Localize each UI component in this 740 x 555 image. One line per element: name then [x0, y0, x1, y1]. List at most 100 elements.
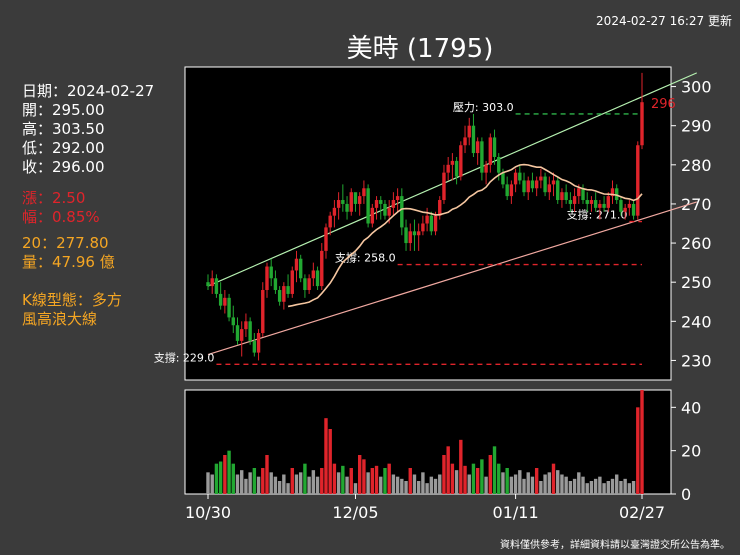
volume-bar	[273, 476, 278, 494]
candle-body	[227, 297, 231, 318]
volume-bar	[307, 476, 311, 494]
candle-body	[286, 286, 290, 294]
volume-bar	[383, 468, 387, 494]
candle-body	[298, 258, 303, 279]
candle-body	[379, 200, 383, 204]
volume-bar	[269, 472, 273, 494]
price-tick-label: 270	[681, 195, 712, 214]
volume-bar	[636, 407, 640, 494]
volume-bar	[577, 472, 581, 494]
candle-body	[505, 184, 509, 197]
volume-bar	[261, 468, 265, 494]
volume-bar	[324, 418, 328, 494]
volume-bar	[408, 468, 412, 494]
x-tick-label: 02/27	[619, 503, 665, 522]
volume-bar	[345, 476, 349, 494]
candle-body	[353, 192, 358, 204]
x-tick-label: 10/30	[185, 503, 231, 522]
candle-body	[349, 192, 353, 212]
volume-bar	[248, 472, 252, 494]
candle-body	[543, 176, 547, 193]
volume-axis: 0 20 40	[671, 398, 701, 504]
info-ma20: 20：277.80	[22, 234, 109, 252]
volume-bar	[488, 455, 493, 494]
volume-bar	[619, 481, 623, 494]
candle-body	[631, 203, 636, 216]
candle-body	[303, 278, 307, 291]
volume-bar	[433, 478, 438, 494]
volume-bar	[412, 474, 417, 494]
price-tick-label: 300	[681, 78, 712, 97]
volume-bar	[547, 472, 552, 494]
candle-body	[513, 172, 518, 185]
candle-body	[290, 270, 294, 294]
candle-body	[307, 278, 311, 291]
volume-bar	[404, 481, 408, 494]
price-axis: 230 240 250 260 270 280 290 300	[671, 78, 712, 370]
volume-bar	[450, 463, 455, 494]
candle-body	[366, 188, 370, 224]
candle-body	[256, 333, 261, 353]
volume-bars	[206, 390, 644, 494]
info-open: 開：295.00	[22, 101, 105, 119]
candle-body	[589, 200, 594, 204]
volume-bar	[286, 483, 290, 494]
info-close: 收：296.00	[22, 158, 105, 176]
candle-body	[623, 207, 627, 212]
candle-body	[530, 180, 535, 189]
volume-tick-label: 0	[681, 485, 691, 504]
price-tick-label: 280	[681, 156, 712, 175]
candle-body	[387, 207, 391, 216]
volume-bar	[564, 476, 568, 494]
volume-bar	[446, 446, 450, 494]
candle-body	[627, 203, 632, 208]
volume-bar	[227, 450, 231, 494]
candle-body	[240, 329, 244, 341]
candle-body	[345, 203, 349, 212]
candle-body	[252, 340, 257, 353]
volume-bar	[475, 468, 480, 494]
candle-body	[484, 164, 488, 173]
candle-body	[459, 145, 463, 177]
candle-body	[518, 172, 522, 181]
candle-body	[615, 188, 619, 201]
candle-body	[438, 200, 442, 216]
volume-bar	[602, 483, 606, 494]
price-tick-label: 250	[681, 273, 712, 292]
candlesticks	[206, 72, 644, 361]
candle-body	[539, 176, 543, 181]
candle-body	[534, 180, 539, 189]
candle-body	[408, 231, 412, 244]
candle-body	[585, 200, 589, 204]
candle-body	[619, 200, 623, 212]
candle-body	[311, 270, 316, 279]
volume-bar	[585, 483, 589, 494]
volume-bar	[627, 483, 632, 494]
volume-bar	[509, 476, 514, 494]
support-level-label: 支撐: 229.0	[154, 350, 215, 364]
candle-body	[598, 203, 602, 208]
candle-body	[454, 160, 459, 177]
volume-bar	[539, 481, 543, 494]
volume-tick-label: 40	[681, 398, 701, 417]
volume-bar	[556, 470, 560, 494]
x-tick-label: 12/05	[332, 503, 378, 522]
info-change: 漲：2.50	[22, 189, 86, 207]
volume-bar	[391, 474, 396, 494]
volume-bar	[341, 465, 345, 494]
candle-body	[231, 317, 235, 326]
candle-body	[261, 290, 265, 334]
info-pattern-desc: 風高浪大線	[22, 310, 98, 328]
candle-body	[551, 180, 556, 185]
candle-body	[206, 282, 210, 287]
volume-bar	[244, 478, 248, 494]
volume-bar	[442, 455, 446, 494]
volume-bar	[610, 478, 615, 494]
info-date: 日期：2024-02-27	[22, 82, 155, 100]
candle-body	[497, 156, 501, 173]
volume-bar	[387, 463, 391, 494]
candle-body	[593, 200, 598, 208]
support-level-label: 支撐: 258.0	[335, 251, 396, 265]
candle-body	[463, 137, 467, 146]
candle-body	[602, 203, 606, 208]
